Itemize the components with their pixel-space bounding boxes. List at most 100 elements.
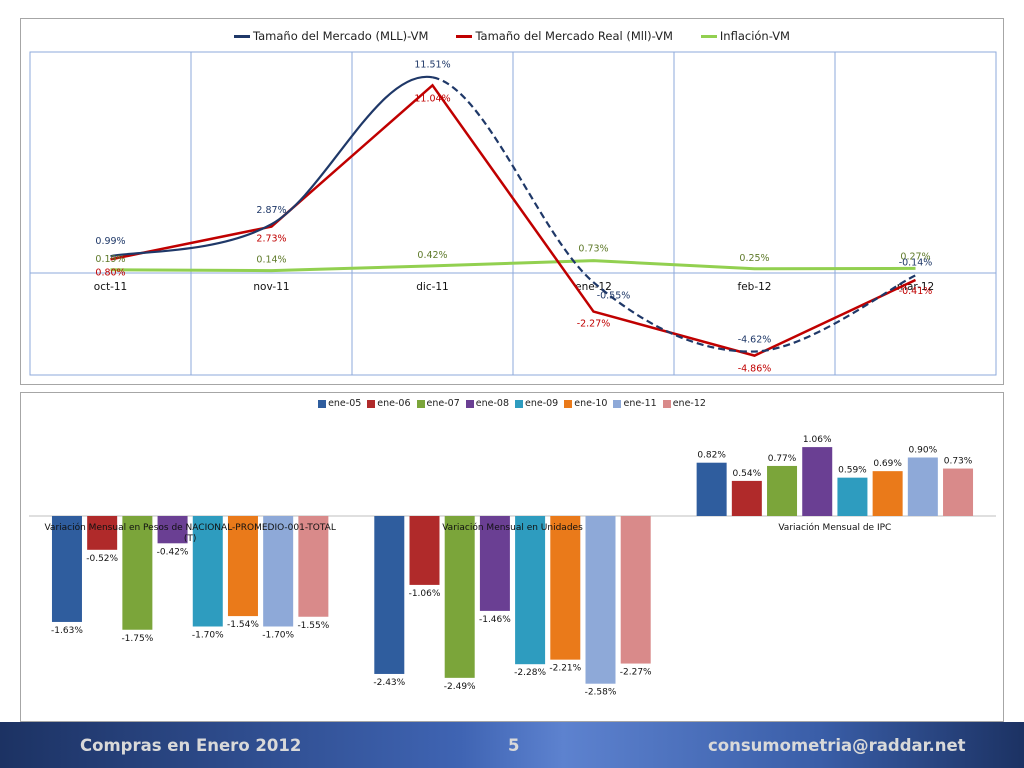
bar-data-label-ene-06-group-0: -0.52% (86, 554, 118, 564)
bar-data-label-ene-05-group-1: -2.43% (373, 678, 405, 688)
legend-label: ene-11 (623, 398, 657, 409)
bar-data-label-ene-07-group-1: -2.49% (444, 682, 476, 692)
data-label-tama-o-del-mercado-real-mll-vm-2: 11.04% (414, 93, 450, 104)
data-label-inflaci-n-vm-0: 0.19% (95, 254, 125, 265)
x-tick-label-oct-11: oct-11 (94, 281, 127, 293)
legend-label: ene-06 (377, 398, 411, 409)
page-number: 5 (508, 736, 520, 755)
bar-ene-07-group-0 (122, 516, 153, 630)
bar-data-label-ene-05-group-2: 0.82% (697, 451, 726, 461)
bar-data-label-ene-06-group-1: -1.06% (409, 589, 441, 599)
bar-ene-09-group-2 (837, 477, 868, 516)
legend-swatch (613, 399, 622, 408)
legend-swatch (318, 399, 327, 408)
series-line-mercado-real (110, 83, 917, 357)
legend-swatch (234, 34, 250, 38)
category-label-1: Variación Mensual en Unidades (442, 522, 583, 533)
bar-data-label-ene-11-group-0: -1.70% (262, 631, 294, 641)
bar-ene-05-group-2 (696, 462, 727, 516)
data-label-tama-o-del-mercado-mll-vm-0: 0.99% (95, 236, 125, 247)
bar-ene-09-group-1 (515, 516, 546, 665)
legend-swatch (416, 399, 425, 408)
bar-data-label-ene-09-group-0: -1.70% (192, 631, 224, 641)
bar-chart-legend: ene-05 ene-06 ene-07 ene-08 ene-09 ene-10 ene-… (21, 398, 1003, 409)
bar-data-label-ene-08-group-0: -0.42% (157, 547, 189, 557)
x-tick-label-feb-12: feb-12 (738, 281, 772, 293)
series-line-mercado-solid (110, 75, 433, 258)
data-label-tama-o-del-mercado-real-mll-vm-1: 2.73% (256, 234, 286, 245)
bar-ene-12-group-1 (620, 516, 651, 664)
bar-data-label-ene-12-group-1: -2.27% (620, 668, 652, 678)
data-label-inflaci-n-vm-1: 0.14% (256, 255, 286, 266)
legend-label: ene-08 (475, 398, 509, 409)
bar-ene-06-group-0 (87, 516, 118, 550)
bar-ene-05-group-1 (374, 516, 405, 674)
bar-ene-08-group-1 (479, 516, 510, 611)
line-legend-item-tama-o-del-mercado-mll-vm: Tamaño del Mercado (MLL)-VM (234, 29, 428, 43)
bar-chart: -1.63% -0.52% -1.75% -0.42% -1.70%-1.54%-1.7… (29, 435, 996, 698)
x-tick-label-dic-11: dic-11 (416, 281, 449, 293)
legend-swatch (515, 399, 523, 408)
bar-legend-item-ene-09: ene-09 (515, 398, 558, 409)
legend-label: ene-12 (672, 398, 706, 409)
bar-legend-item-ene-06: ene-06 (367, 398, 411, 409)
line-chart-legend: Tamaño del Mercado (MLL)-VM Tamaño del Me… (21, 29, 1003, 43)
bar-data-label-ene-09-group-2: 0.59% (838, 466, 867, 476)
legend-label: ene-05 (328, 398, 362, 409)
bar-data-label-ene-12-group-2: 0.73% (944, 457, 973, 467)
legend-label: Tamaño del Mercado (MLL)-VM (253, 29, 429, 43)
bar-data-label-ene-11-group-1: -2.58% (585, 688, 617, 698)
legend-swatch (700, 34, 717, 38)
bar-data-label-ene-10-group-2: 0.69% (873, 459, 902, 469)
category-label-2: Variación Mensual de IPC (778, 522, 891, 533)
bar-data-label-ene-12-group-0: -1.55% (297, 621, 329, 631)
line-legend-item-tama-o-del-mercado-real-mll-vm: Tamaño del Mercado Real (Mll)-VM (456, 29, 673, 43)
line-chart: oct-11 nov-11 dic-11 ene-12 feb-12 mar-120.19… (29, 51, 997, 376)
bar-data-label-ene-10-group-1: -2.21% (549, 664, 581, 674)
line-chart-panel: Tamaño del Mercado (MLL)-VM Tamaño del Me… (20, 18, 1004, 385)
legend-swatch (465, 399, 474, 408)
data-label-inflaci-n-vm-2: 0.42% (417, 250, 447, 261)
bar-data-label-ene-10-group-0: -1.54% (227, 620, 259, 630)
legend-label: ene-07 (426, 398, 460, 409)
bar-ene-06-group-1 (409, 516, 440, 585)
bar-ene-12-group-2 (943, 468, 974, 516)
bar-data-label-ene-08-group-1: -1.46% (479, 615, 511, 625)
bar-ene-07-group-1 (444, 516, 475, 678)
footer-email[interactable]: consumometria@raddar.net (708, 736, 966, 755)
bar-data-label-ene-06-group-2: 0.54% (733, 469, 762, 479)
legend-swatch (662, 399, 671, 408)
bar-data-label-ene-07-group-0: -1.75% (121, 634, 153, 644)
bar-ene-06-group-2 (731, 480, 762, 516)
bar-legend-item-ene-07: ene-07 (416, 398, 460, 409)
bar-data-label-ene-08-group-2: 1.06% (803, 435, 832, 445)
bar-legend-item-ene-05: ene-05 (318, 398, 361, 409)
x-tick-label-nov-11: nov-11 (253, 281, 289, 293)
legend-label: ene-09 (525, 398, 559, 409)
legend-swatch (367, 399, 376, 408)
bar-ene-11-group-2 (907, 457, 938, 516)
bar-chart-panel: ene-05 ene-06 ene-07 ene-08 ene-09 ene-10 ene-… (20, 392, 1004, 722)
data-label-tama-o-del-mercado-real-mll-vm-0: 0.80% (95, 267, 125, 278)
bar-ene-08-group-2 (802, 447, 833, 516)
data-label-tama-o-del-mercado-mll-vm-5: -0.14% (899, 257, 933, 268)
bar-ene-10-group-1 (550, 516, 581, 660)
bar-ene-12-group-0 (298, 516, 329, 617)
legend-label: Inflación-VM (719, 29, 790, 43)
bar-data-label-ene-09-group-1: -2.28% (514, 668, 546, 678)
data-label-inflaci-n-vm-4: 0.25% (739, 253, 769, 264)
bar-data-label-ene-07-group-2: 0.77% (768, 454, 797, 464)
bar-legend-item-ene-12: ene-12 (662, 398, 706, 409)
legend-swatch (456, 34, 473, 38)
bar-legend-item-ene-10: ene-10 (564, 398, 607, 409)
data-label-inflaci-n-vm-5: 0.27% (900, 251, 930, 262)
data-label-tama-o-del-mercado-mll-vm-1: 2.87% (256, 205, 286, 216)
category-label-0: Variación Mensual en Pesos de NACIONAL-P… (44, 522, 335, 544)
bar-ene-11-group-0 (263, 516, 294, 627)
data-label-tama-o-del-mercado-mll-vm-3: -0.55% (597, 290, 631, 301)
legend-label: ene-10 (574, 398, 608, 409)
footer-title: Compras en Enero 2012 (80, 736, 302, 755)
data-label-tama-o-del-mercado-real-mll-vm-3: -2.27% (577, 319, 611, 330)
bar-ene-11-group-1 (585, 516, 616, 684)
series-line-inflacion (110, 259, 916, 273)
